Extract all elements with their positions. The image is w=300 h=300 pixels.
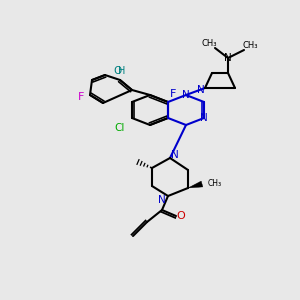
Text: O: O — [113, 66, 121, 76]
Text: N: N — [224, 53, 232, 63]
Text: N: N — [182, 90, 190, 100]
Text: N: N — [200, 113, 208, 123]
Text: CH₃: CH₃ — [242, 41, 258, 50]
Text: Cl: Cl — [115, 123, 125, 133]
Text: F: F — [78, 92, 84, 102]
Text: CH₃: CH₃ — [208, 179, 222, 188]
Text: N: N — [197, 85, 205, 95]
Text: N: N — [171, 150, 179, 160]
Text: CH₃: CH₃ — [201, 40, 217, 49]
Polygon shape — [188, 181, 203, 188]
Text: O: O — [177, 211, 185, 221]
Text: H: H — [118, 66, 126, 76]
Text: F: F — [170, 89, 176, 99]
Text: N: N — [158, 195, 166, 205]
